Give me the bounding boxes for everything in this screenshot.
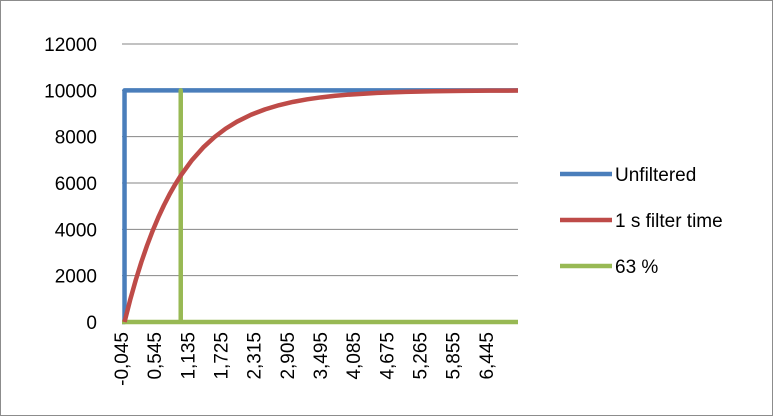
y-tick-label: 4000	[55, 220, 97, 241]
y-tick-label: 12000	[44, 35, 97, 56]
series-layer	[122, 88, 519, 325]
y-tick-label: 8000	[55, 128, 97, 149]
x-tick-label: 6,445	[477, 332, 498, 380]
x-tick-label: 1,135	[178, 332, 199, 380]
series-line-63	[122, 88, 518, 325]
x-tick-label: 2,315	[245, 332, 266, 380]
legend-label: Unfiltered	[615, 165, 696, 186]
legend: Unfiltered 1 s filter time 63 %	[560, 165, 723, 278]
x-tick-label: -0,045	[112, 332, 133, 386]
x-tick-label: 1,725	[211, 332, 232, 380]
x-tick-label: 3,495	[311, 332, 332, 380]
y-tick-label: 6000	[55, 174, 97, 195]
x-tick-label: 5,855	[444, 332, 465, 380]
y-axis-tick-labels: 0 2000 4000 6000 8000 10000 12000	[44, 35, 97, 334]
series-line-1-s-filter-time	[122, 88, 519, 323]
x-tick-label: 4,675	[377, 332, 398, 380]
legend-label: 63 %	[615, 257, 658, 278]
y-tick-label: 10000	[44, 81, 97, 102]
x-tick-label: 5,265	[410, 332, 431, 380]
x-tick-label: 0,545	[145, 332, 166, 380]
x-tick-label: 2,905	[278, 332, 299, 380]
x-axis-tick-labels: -0,045 0,545 1,135 1,725 2,315 2,905 3,495 4,08…	[112, 332, 498, 386]
x-tick-label: 4,085	[344, 332, 365, 380]
y-tick-label: 2000	[55, 267, 97, 288]
legend-label: 1 s filter time	[615, 211, 723, 232]
y-tick-label: 0	[86, 313, 97, 334]
